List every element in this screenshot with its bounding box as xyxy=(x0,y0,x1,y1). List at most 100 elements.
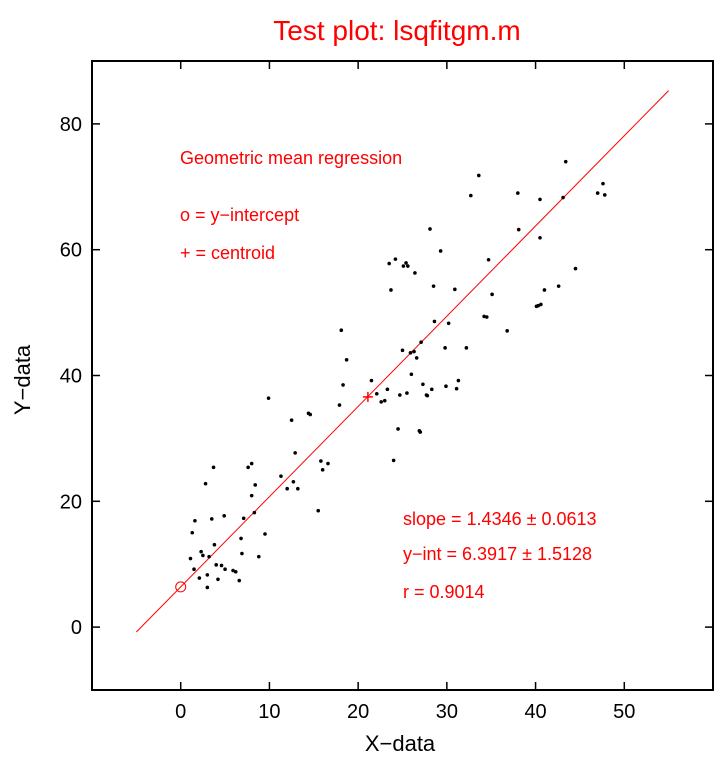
data-point xyxy=(233,569,238,574)
data-point xyxy=(400,348,405,353)
data-point xyxy=(391,458,396,463)
data-point xyxy=(396,427,400,431)
data-point xyxy=(339,328,344,333)
data-point xyxy=(538,235,542,240)
data-point xyxy=(421,382,425,387)
centroid-legend: + = centroid xyxy=(180,243,275,263)
data-point xyxy=(341,383,345,387)
data-point xyxy=(505,329,509,333)
data-point xyxy=(398,393,402,397)
data-point xyxy=(344,357,349,362)
data-point xyxy=(486,257,491,262)
x-axis-ticks: 0 10 20 30 40 50 xyxy=(175,61,635,723)
data-point xyxy=(516,227,521,232)
data-point xyxy=(296,486,300,491)
data-point xyxy=(389,288,393,292)
x-tick-label: 0 xyxy=(175,701,186,723)
data-point xyxy=(401,264,406,268)
data-point xyxy=(337,403,342,407)
data-point xyxy=(246,465,250,470)
data-point xyxy=(285,486,289,491)
data-point xyxy=(404,261,408,265)
data-point xyxy=(438,249,443,253)
data-point xyxy=(193,518,197,523)
data-point xyxy=(412,349,416,354)
data-point xyxy=(573,266,578,271)
data-point xyxy=(387,261,391,266)
data-point xyxy=(316,508,321,513)
data-point xyxy=(256,554,261,559)
slope-label: slope = 1.4346 ± 0.0613 xyxy=(403,509,597,529)
data-point xyxy=(266,396,271,400)
y-tick-label: 20 xyxy=(60,491,82,513)
data-point xyxy=(418,430,423,434)
intercept-marker xyxy=(175,581,187,593)
x-tick-label: 20 xyxy=(347,701,369,723)
data-point xyxy=(382,398,387,403)
x-tick-label: 10 xyxy=(258,701,280,723)
data-point xyxy=(431,284,436,288)
data-point xyxy=(211,465,216,470)
data-point xyxy=(326,461,330,466)
x-tick-label: 50 xyxy=(613,701,635,723)
data-point xyxy=(453,287,457,292)
data-point xyxy=(408,351,413,355)
data-point xyxy=(476,173,481,178)
data-point xyxy=(432,319,437,324)
data-point xyxy=(409,372,414,377)
yint-label: y−int = 6.3917 ± 1.5128 xyxy=(403,544,592,564)
data-point xyxy=(209,517,214,521)
data-point xyxy=(385,387,390,392)
data-point xyxy=(429,387,434,392)
data-point xyxy=(279,474,283,478)
data-point xyxy=(197,576,202,580)
data-point xyxy=(428,227,432,231)
data-point xyxy=(199,549,203,554)
data-point xyxy=(190,530,195,535)
x-axis-label: X−data xyxy=(365,731,436,756)
data-point xyxy=(293,451,297,455)
data-point xyxy=(425,393,430,398)
data-point xyxy=(595,191,600,195)
data-point xyxy=(212,542,217,547)
data-point xyxy=(237,578,242,583)
data-point xyxy=(456,378,461,383)
intercept-legend: o = y−intercept xyxy=(180,205,299,225)
data-point xyxy=(446,321,451,326)
data-point xyxy=(205,573,210,577)
data-point xyxy=(601,181,605,186)
data-point xyxy=(241,516,246,521)
data-point xyxy=(405,391,409,395)
data-point xyxy=(188,556,193,561)
data-point xyxy=(516,191,520,195)
data-point xyxy=(319,459,323,463)
data-point xyxy=(444,384,448,388)
data-point xyxy=(419,340,423,344)
chart-title: Test plot: lsqfitgm.m xyxy=(273,15,520,46)
data-point xyxy=(563,159,568,164)
data-point xyxy=(240,551,244,556)
data-point xyxy=(414,356,419,360)
data-point xyxy=(252,510,257,515)
method-label: Geometric mean regression xyxy=(180,148,402,168)
data-point xyxy=(556,284,561,288)
data-point xyxy=(538,197,542,202)
y-tick-label: 40 xyxy=(60,366,82,388)
y-tick-label: 60 xyxy=(60,240,82,262)
y-axis-label: Y−data xyxy=(10,344,35,415)
x-tick-label: 30 xyxy=(436,701,458,723)
data-point xyxy=(561,195,565,200)
x-tick-label: 40 xyxy=(524,701,546,723)
data-point xyxy=(369,378,374,383)
data-point xyxy=(539,302,543,307)
data-point xyxy=(253,483,258,487)
data-point xyxy=(469,193,473,198)
data-point xyxy=(205,585,210,590)
data-point xyxy=(490,292,494,297)
data-point xyxy=(602,193,607,197)
data-point xyxy=(201,553,205,558)
data-point xyxy=(308,412,313,417)
data-point xyxy=(443,346,447,350)
data-point xyxy=(223,567,227,572)
